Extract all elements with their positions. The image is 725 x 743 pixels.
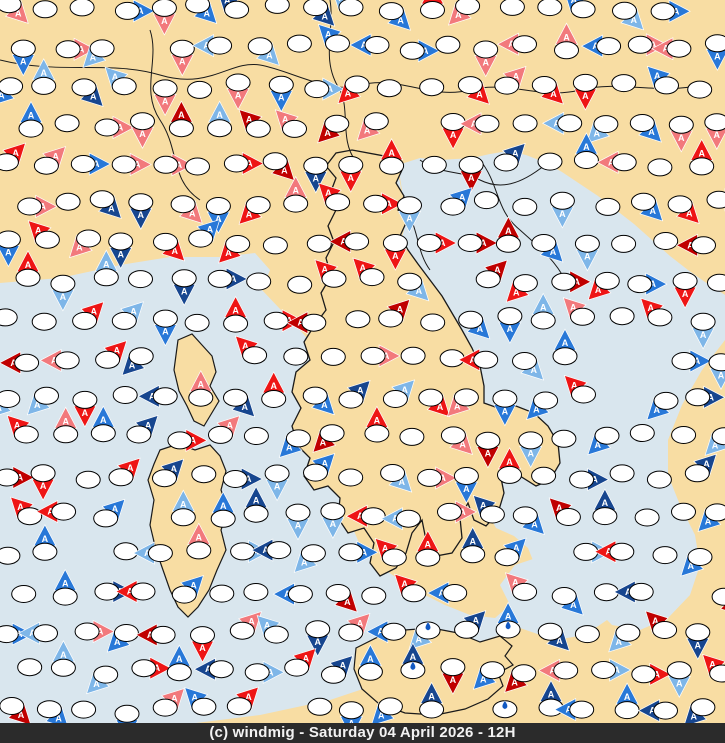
svg-text:A: A xyxy=(562,338,569,348)
svg-text:A: A xyxy=(502,407,509,417)
svg-text:A: A xyxy=(100,415,107,425)
svg-text:A: A xyxy=(196,532,203,542)
svg-text:A: A xyxy=(583,142,590,152)
svg-text:A: A xyxy=(274,482,281,492)
svg-text:A: A xyxy=(540,303,547,313)
svg-text:A: A xyxy=(5,248,12,258)
svg-text:A: A xyxy=(582,91,589,101)
svg-text:A: A xyxy=(559,209,566,219)
svg-text:A: A xyxy=(40,68,47,78)
svg-text:A: A xyxy=(103,259,110,269)
svg-text:A: A xyxy=(278,93,285,103)
svg-text:A: A xyxy=(348,173,355,183)
svg-text:A: A xyxy=(676,678,683,688)
svg-text:A: A xyxy=(527,448,534,458)
svg-text:A: A xyxy=(314,637,321,647)
svg-text:A: A xyxy=(548,690,555,700)
svg-text:A: A xyxy=(292,186,299,196)
svg-text:A: A xyxy=(62,416,69,426)
svg-text:A: A xyxy=(563,32,570,42)
svg-text:A: A xyxy=(42,534,49,544)
svg-text:A: A xyxy=(388,148,395,158)
svg-text:A: A xyxy=(678,133,685,143)
svg-text:A: A xyxy=(220,501,227,511)
svg-text:A: A xyxy=(425,540,432,550)
svg-text:A: A xyxy=(162,96,169,106)
svg-text:A: A xyxy=(695,640,702,650)
svg-text:A: A xyxy=(180,499,187,509)
svg-text:A: A xyxy=(235,91,242,101)
svg-text:A: A xyxy=(602,498,609,508)
svg-text:A: A xyxy=(82,408,89,418)
svg-text:A: A xyxy=(138,210,145,220)
svg-text:A: A xyxy=(199,643,206,653)
svg-text:A: A xyxy=(270,381,277,391)
svg-text:A: A xyxy=(232,306,239,316)
svg-text:A: A xyxy=(450,130,457,140)
svg-text:A: A xyxy=(624,692,631,702)
svg-text:A: A xyxy=(505,612,512,622)
svg-text:A: A xyxy=(505,226,512,236)
svg-text:A: A xyxy=(60,650,67,660)
svg-text:A: A xyxy=(179,57,186,67)
svg-text:A: A xyxy=(410,652,417,662)
svg-text:A: A xyxy=(718,370,725,380)
svg-text:A: A xyxy=(485,449,492,459)
svg-text:A: A xyxy=(482,58,489,68)
svg-text:A: A xyxy=(295,521,302,531)
svg-text:A: A xyxy=(216,110,223,120)
svg-text:A: A xyxy=(714,130,721,140)
svg-text:A: A xyxy=(700,330,707,340)
svg-text:A: A xyxy=(60,292,67,302)
svg-text:A: A xyxy=(450,675,457,685)
svg-text:A: A xyxy=(714,51,721,61)
svg-text:A: A xyxy=(469,536,476,546)
svg-text:A: A xyxy=(367,654,374,664)
svg-text:A: A xyxy=(253,496,260,506)
svg-text:A: A xyxy=(28,111,35,121)
svg-text:A: A xyxy=(161,16,168,26)
svg-text:A: A xyxy=(507,324,514,334)
svg-text:A: A xyxy=(25,260,32,270)
svg-text:A: A xyxy=(406,213,413,223)
svg-text:A: A xyxy=(463,484,470,494)
svg-text:A: A xyxy=(330,519,337,529)
svg-text:A: A xyxy=(20,57,27,67)
svg-text:A: A xyxy=(468,173,475,183)
svg-text:A: A xyxy=(392,251,399,261)
svg-text:A: A xyxy=(682,289,689,299)
svg-text:A: A xyxy=(162,327,169,337)
svg-text:A: A xyxy=(374,416,381,426)
svg-text:A: A xyxy=(198,380,205,390)
svg-text:A: A xyxy=(506,457,513,467)
svg-text:A: A xyxy=(139,129,146,139)
svg-text:A: A xyxy=(176,654,183,664)
svg-text:A: A xyxy=(313,174,320,184)
svg-text:A: A xyxy=(117,250,124,260)
svg-text:A: A xyxy=(181,286,188,296)
svg-text:A: A xyxy=(698,148,705,158)
svg-text:A: A xyxy=(428,692,435,702)
svg-text:A: A xyxy=(40,481,47,491)
svg-text:A: A xyxy=(62,579,69,589)
svg-text:A: A xyxy=(584,252,591,262)
svg-text:A: A xyxy=(178,110,185,120)
